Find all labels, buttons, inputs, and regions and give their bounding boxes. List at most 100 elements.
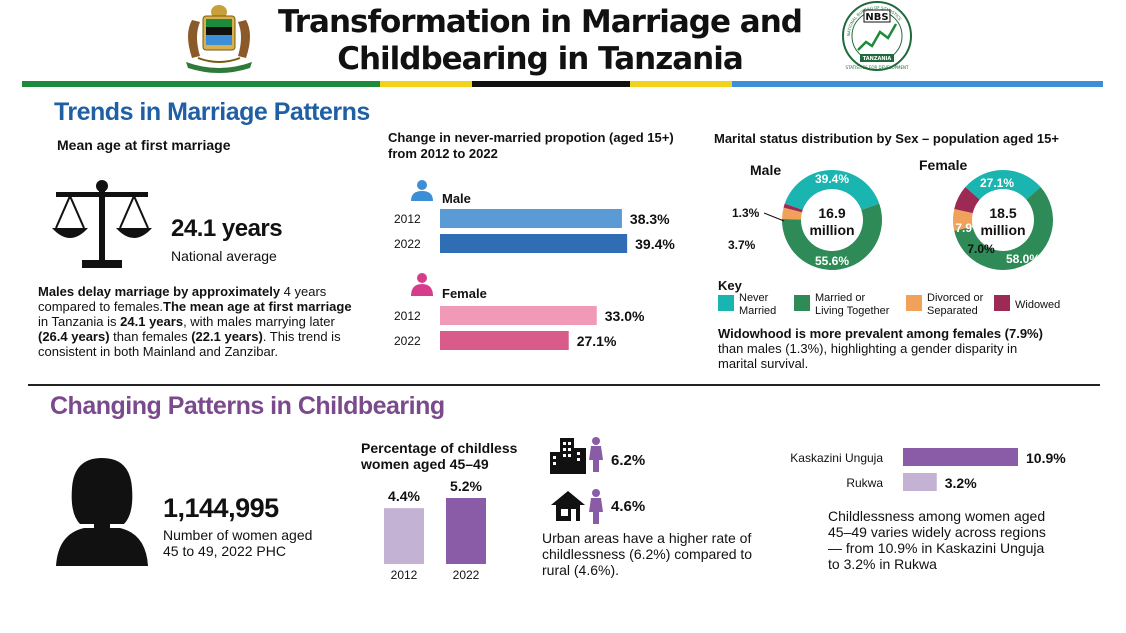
mean-age-desc-segment: Males delay marriage by approximately (38, 284, 284, 299)
mean-age-desc-segment: than females (109, 329, 192, 344)
male-slice-widowed (783, 203, 803, 213)
never-married-bar-value: 33.0% (605, 308, 645, 324)
never-married-female-label: Female (442, 286, 487, 301)
mean-age-desc-segment: 24.1 years (120, 314, 184, 329)
male-slice-label: 55.6% (815, 254, 849, 268)
never-married-year-label: 2012 (394, 309, 421, 323)
mean-age-desc-segment: (22.1 years) (191, 329, 263, 344)
marital-status-title: Marital status distribution by Sex – pop… (714, 131, 1059, 146)
female-person-icon (409, 272, 435, 296)
never-married-bar-female-2012 (440, 306, 597, 325)
mean-age-desc-line: in Tanzania is 24.1 years, with males ma… (38, 314, 368, 329)
legend-swatch (994, 295, 1010, 311)
widowhood-note-line2: marital survival. (718, 356, 809, 371)
urban-rural-line2: childlessness (6.2%) compared to (542, 546, 753, 562)
scales-icon (50, 178, 154, 276)
female-slice-married-or-living-together (954, 187, 1053, 270)
male-slice-never-married (784, 169, 880, 210)
legend-label: Married or Living Together (815, 292, 889, 318)
rural-woman-icon (588, 488, 604, 524)
mean-age-value: 24.1 years (171, 215, 283, 242)
women-caption-line1: Number of women aged (163, 527, 313, 543)
female-slice-label: 7.0% (967, 242, 995, 256)
nbs-logo: NBS TANZANIA STATISTICS FOR DEVELOPMENT … (838, 0, 916, 76)
female-population-unit: million (980, 222, 1025, 238)
childbearing-heading: Changing Patterns in Childbearing (50, 392, 445, 420)
female-slice-widowed (954, 187, 980, 214)
mean-age-desc-segment: consistent in both Mainland and Zanzibar… (38, 344, 278, 359)
region-desc-line4: to 3.2% in Rukwa (828, 556, 937, 572)
legend-label-line2: Living Together (815, 305, 890, 317)
legend-swatch (906, 295, 922, 311)
women-caption-line2: 45 to 49, 2022 PHC (163, 543, 286, 559)
region-desc-line3: — from 10.9% in Kaskazini Unguja (828, 540, 1045, 556)
childless-bar-2022 (446, 498, 486, 564)
male-leader-line (763, 212, 785, 222)
region-label: Kaskazini Unguja (790, 451, 883, 465)
urban-rural-line1: Urban areas have a higher rate of (542, 530, 752, 546)
mean-age-desc-segment: , with males marrying later (183, 314, 335, 329)
childless-bar-chart: 4.4% 2012 5.2% 2022 (384, 478, 486, 582)
mean-age-description: Males delay marriage by approximately 4 … (38, 284, 368, 359)
mean-age-desc-line: Males delay marriage by approximately 4 … (38, 284, 368, 299)
legend: Never Married Married or Living Together Div… (718, 292, 1108, 322)
mean-age-desc-segment: in Tanzania is (38, 314, 121, 329)
never-married-bar-value: 27.1% (577, 333, 617, 349)
female-slice-label: 58.0% (1006, 252, 1040, 266)
never-married-bar-male-2022 (440, 234, 628, 253)
mean-age-caption: National average (171, 248, 277, 264)
mean-age-desc-segment: (26.4 years) (38, 329, 110, 344)
childless-year-label: 2022 (453, 568, 480, 582)
title-line-2: Childbearing in Tanzania (337, 41, 744, 77)
mean-age-desc-line: (26.4 years) than females (22.1 years). … (38, 329, 368, 344)
never-married-male-label: Male (442, 191, 471, 206)
legend-label-line2: Separated (927, 305, 978, 317)
never-married-year-label: 2012 (394, 212, 421, 226)
region-desc-line2: 45–49 varies widely across regions (828, 524, 1046, 540)
mean-age-title: Mean age at first marriage (57, 137, 231, 153)
female-donut-title: Female (919, 157, 967, 173)
mean-age-desc-segment: The mean age at first marriage (163, 299, 352, 314)
key-title: Key (718, 278, 742, 293)
flag-stripe-yellow (380, 81, 472, 87)
widowhood-note: Widowhood is more prevalent among female… (718, 326, 1098, 371)
flag-stripe-black (472, 81, 630, 87)
childless-title: Percentage of childless women aged 45–49 (361, 440, 517, 472)
region-description: Childlessness among women aged 45–49 var… (828, 508, 1046, 572)
marriage-heading: Trends in Marriage Patterns (54, 98, 370, 126)
urban-buildings-icon (548, 434, 588, 474)
male-slice-label: 39.4% (815, 172, 849, 186)
women-count-caption: Number of women aged 45 to 49, 2022 PHC (163, 527, 312, 559)
male-slice-label: 1.3% (732, 206, 760, 220)
mean-age-desc-segment: 4 years (283, 284, 327, 299)
urban-value: 6.2% (611, 452, 646, 469)
page-title: Transformation in Marriage and Childbear… (270, 4, 810, 78)
urban-rural-line3: rural (4.6%). (542, 562, 620, 578)
mean-age-desc-segment: . This trend is (262, 329, 341, 344)
childless-year-label: 2012 (391, 568, 418, 582)
male-person-icon (409, 179, 435, 201)
childless-bar-value: 4.4% (388, 488, 420, 504)
region-bar-kaskazini-unguja (903, 448, 1018, 466)
female-slice-divorced-or-separated (953, 208, 973, 231)
never-married-title-line1: Change in never-married propotion (aged … (388, 130, 674, 145)
region-bar-rukwa (903, 473, 937, 491)
male-slice-married-or-living-together (782, 203, 882, 270)
flag-stripe-yellow-2 (630, 81, 732, 87)
male-donut-title: Male (750, 162, 781, 178)
legend-label: Widowed (1015, 299, 1060, 312)
childless-title-line2: women aged 45–49 (361, 456, 489, 472)
legend-label-line1: Never (739, 292, 769, 304)
never-married-bar-value: 39.4% (635, 236, 675, 252)
legend-label-line1: Widowed (1015, 299, 1061, 311)
title-line-1: Transformation in Marriage and (278, 4, 803, 40)
mean-age-desc-line: consistent in both Mainland and Zanzibar… (38, 344, 368, 359)
region-bar-value: 3.2% (945, 475, 977, 491)
women-count-value: 1,144,995 (163, 493, 279, 523)
never-married-bar-value: 38.3% (630, 211, 670, 227)
legend-label: Never Married (739, 292, 776, 318)
legend-label-line1: Divorced or (927, 292, 984, 304)
female-slice-label: 27.1% (980, 176, 1014, 190)
